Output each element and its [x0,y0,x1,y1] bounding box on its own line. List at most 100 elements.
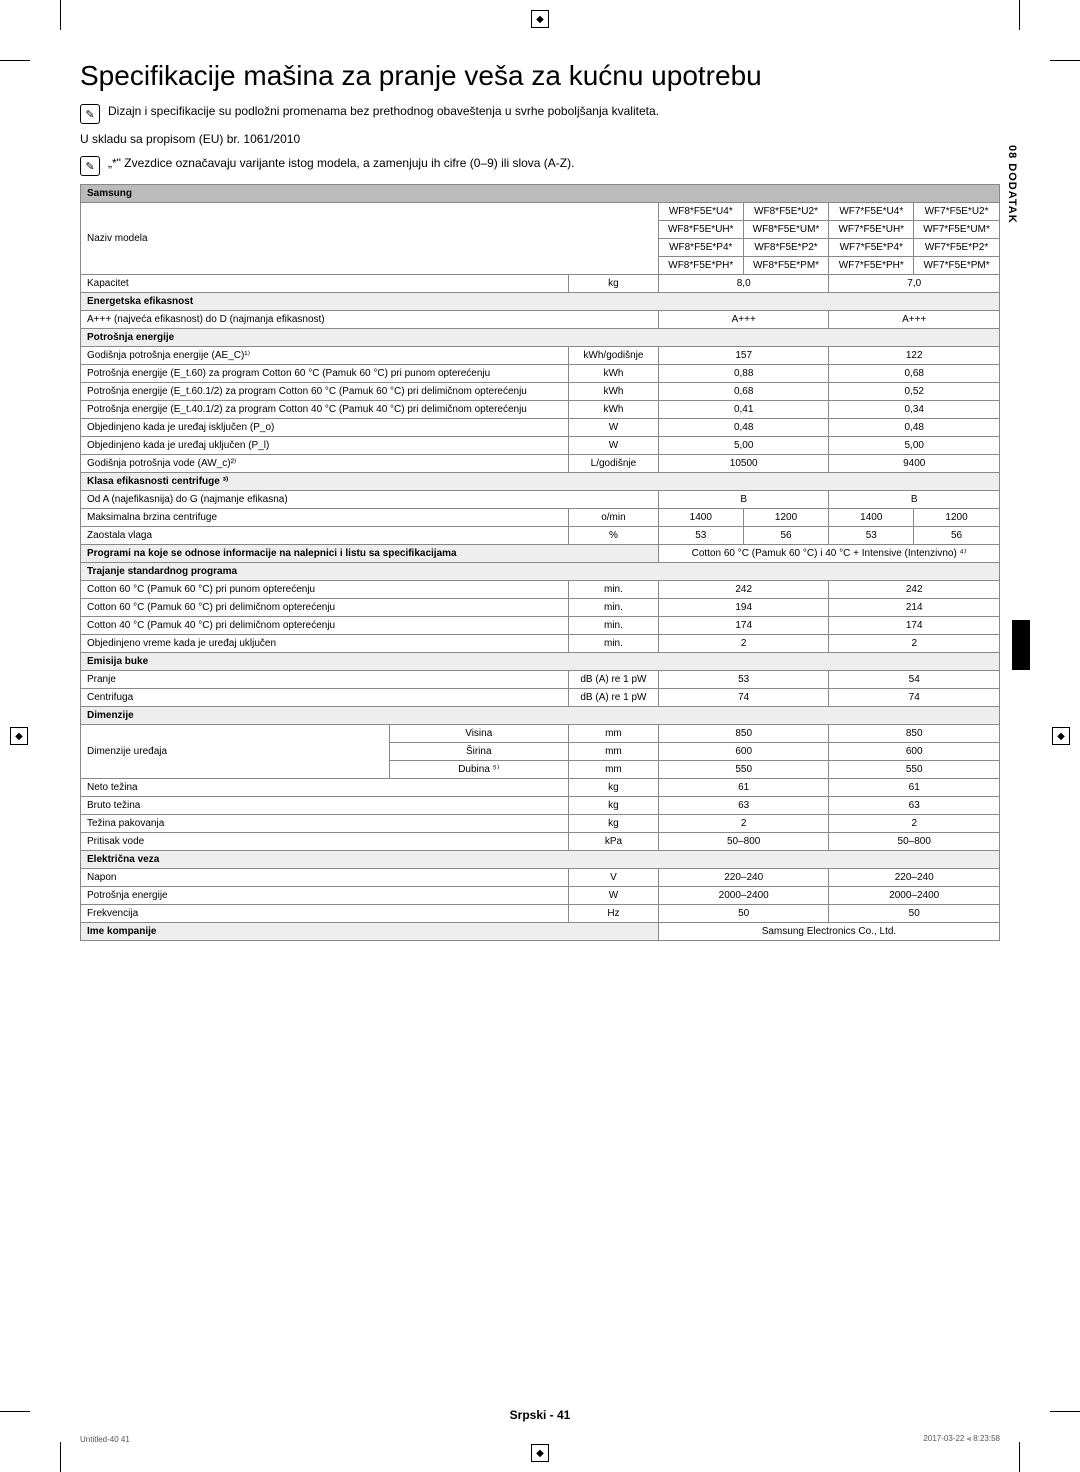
row-label: Cotton 60 °C (Pamuk 60 °C) pri delimično… [81,599,569,617]
page-tab [1012,620,1030,670]
section-header: Emisija buke [81,653,1000,671]
unit: kg [568,797,658,815]
sub-label: Dubina ⁵⁾ [389,761,568,779]
regulation-line: U skladu sa propisom (EU) br. 1061/2010 [80,132,1000,146]
unit: mm [568,725,658,743]
value: 850 [829,725,1000,743]
value: 5,00 [658,437,829,455]
value: 53 [829,527,914,545]
row-label: Težina pakovanja [81,815,569,833]
value: 214 [829,599,1000,617]
value: 1400 [658,509,743,527]
unit: mm [568,761,658,779]
crop-mark-icon [531,10,549,28]
value: 1200 [743,509,829,527]
row-label: Objedinjeno vreme kada je uređaj uključe… [81,635,569,653]
value: 1400 [829,509,914,527]
crop-line [1050,60,1080,61]
row-label: A+++ (najveća efikasnost) do D (najmanja… [81,311,659,329]
unit: kg [568,815,658,833]
value: 2000–2400 [829,887,1000,905]
row-label: Potrošnja energije (E_t.60.1/2) za progr… [81,383,569,401]
sub-label: Visina [389,725,568,743]
row-label: Potrošnja energije (E_t.40.1/2) za progr… [81,401,569,419]
value: Samsung Electronics Co., Ltd. [658,923,999,941]
model-code: WF8*F5E*P2* [743,239,829,257]
model-code: WF8*F5E*PH* [658,257,743,275]
unit: kWh [568,365,658,383]
row-label: Cotton 40 °C (Pamuk 40 °C) pri delimično… [81,617,569,635]
unit: kg [568,779,658,797]
row-label: Maksimalna brzina centrifuge [81,509,569,527]
value: 63 [829,797,1000,815]
value: 850 [658,725,829,743]
note-icon: ✎ [80,156,100,176]
value: 600 [829,743,1000,761]
value: 53 [658,671,829,689]
crop-line [60,0,61,30]
note-icon: ✎ [80,104,100,124]
crop-line [1019,1442,1020,1472]
model-code: WF8*F5E*UH* [658,221,743,239]
value: 56 [914,527,1000,545]
row-label: Godišnja potrošnja energije (AE_C)¹⁾ [81,347,569,365]
row-label: Naziv modela [81,203,659,275]
row-label: Potrošnja energije (E_t.60) za program C… [81,365,569,383]
crop-mark-icon [1052,727,1070,745]
row-label: Zaostala vlaga [81,527,569,545]
section-header: Trajanje standardnog programa [81,563,1000,581]
value: B [829,491,1000,509]
value: 194 [658,599,829,617]
value: 0,88 [658,365,829,383]
value: 63 [658,797,829,815]
model-code: WF7*F5E*UM* [914,221,1000,239]
section-header: Energetska efikasnost [81,293,1000,311]
row-label: Napon [81,869,569,887]
value: 74 [658,689,829,707]
unit: min. [568,635,658,653]
section-header: Klasa efikasnosti centrifuge ³⁾ [81,473,1000,491]
value: 0,68 [658,383,829,401]
section-header: Potrošnja energije [81,329,1000,347]
value: 10500 [658,455,829,473]
unit: W [568,887,658,905]
footer-meta-right: 2017-03-22 ⫷ 8:23:58 [923,1434,1000,1444]
value: 600 [658,743,829,761]
brand-header: Samsung [81,185,1000,203]
model-code: WF7*F5E*U2* [914,203,1000,221]
model-code: WF8*F5E*PM* [743,257,829,275]
value: B [658,491,829,509]
unit: min. [568,581,658,599]
row-label: Frekvencija [81,905,569,923]
section-header: Električna veza [81,851,1000,869]
row-label: Centrifuga [81,689,569,707]
value: 174 [658,617,829,635]
row-label: Programi na koje se odnose informacije n… [81,545,659,563]
value: 1200 [914,509,1000,527]
unit: o/min [568,509,658,527]
side-label: 08 DODATAK [1006,145,1018,224]
unit: min. [568,617,658,635]
crop-line [1019,0,1020,30]
value: 0,48 [829,419,1000,437]
value: 550 [829,761,1000,779]
crop-mark-icon [10,727,28,745]
unit: W [568,419,658,437]
row-label: Objedinjeno kada je uređaj uključen (P_l… [81,437,569,455]
crop-line [0,60,30,61]
unit: min. [568,599,658,617]
value: 2 [829,815,1000,833]
value: Cotton 60 °C (Pamuk 60 °C) i 40 °C + Int… [658,545,999,563]
note-text: Dizajn i specifikacije su podložni prome… [108,104,659,118]
crop-line [60,1442,61,1472]
unit: Hz [568,905,658,923]
note-text: „*" Zvezdice označavaju varijante istog … [108,156,574,170]
row-label: Cotton 60 °C (Pamuk 60 °C) pri punom opt… [81,581,569,599]
model-code: WF8*F5E*P4* [658,239,743,257]
value: 53 [658,527,743,545]
section-header: Dimenzije [81,707,1000,725]
model-code: WF7*F5E*PM* [914,257,1000,275]
value: 0,68 [829,365,1000,383]
row-label: Kapacitet [81,275,569,293]
unit: % [568,527,658,545]
